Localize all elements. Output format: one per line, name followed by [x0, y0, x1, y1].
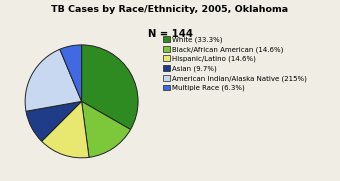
Text: N = 144: N = 144 [148, 29, 192, 39]
Wedge shape [60, 45, 82, 101]
Wedge shape [26, 101, 82, 141]
Text: TB Cases by Race/Ethnicity, 2005, Oklahoma: TB Cases by Race/Ethnicity, 2005, Oklaho… [51, 5, 289, 14]
Wedge shape [82, 45, 138, 129]
Legend: White (33.3%), Black/African American (14.6%), Hispanic/Latino (14.6%), Asian (9: White (33.3%), Black/African American (1… [163, 36, 307, 91]
Wedge shape [82, 101, 131, 157]
Wedge shape [42, 101, 89, 158]
Wedge shape [25, 49, 82, 111]
